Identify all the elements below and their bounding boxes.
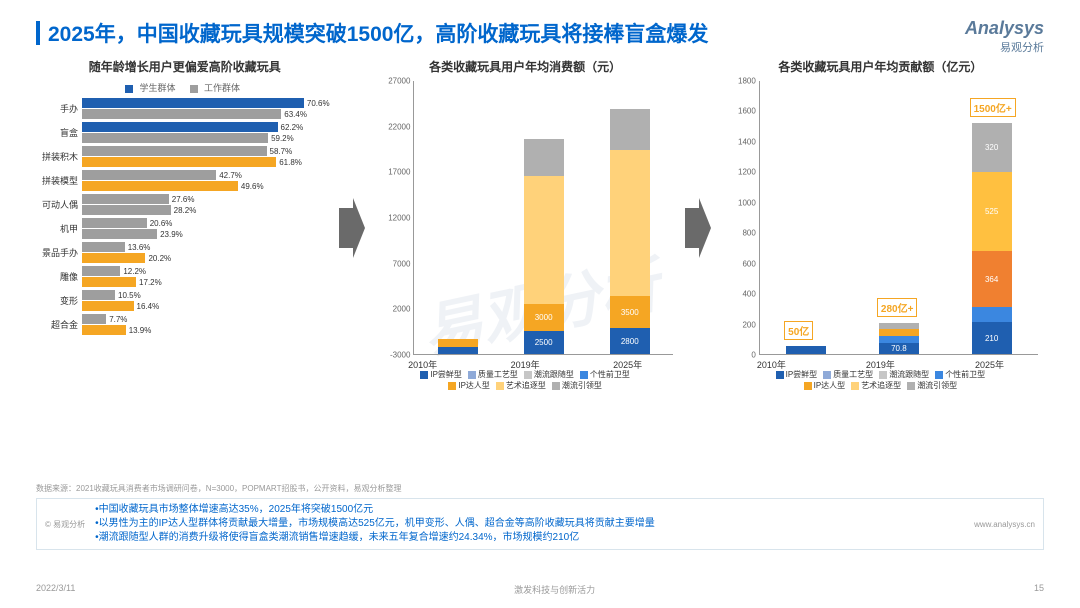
chart2-title: 各类收藏玩具用户年均消费额（元） <box>429 58 621 75</box>
footer-page: 15 <box>1034 583 1044 596</box>
slide-title: 2025年，中国收藏玩具规模突破1500亿，高阶收藏玩具将接棒盲盒爆发 <box>48 18 708 48</box>
bullets-box: © 易观分析 •中国收藏玩具市场整体增速高达35%，2025年将突破1500亿元… <box>36 498 1044 550</box>
callout: 1500亿+ <box>970 98 1016 117</box>
bullet: •潮流跟随型人群的消费升级将使得盲盒类潮流销售增速趋缓，未来五年复合增速约24.… <box>95 531 964 545</box>
hbar-row: 手办 70.6% 63.4% <box>36 98 333 119</box>
stacked-bar <box>786 346 826 354</box>
logo-sub: 易观分析 <box>965 39 1044 55</box>
stacked-bar <box>438 339 478 354</box>
bullet: •以男性为主的IP达人型群体将贡献最大增量，市场规模高达525亿元，机甲变形、人… <box>95 517 964 531</box>
chart3-title: 各类收藏玩具用户年均贡献额（亿元） <box>778 58 982 75</box>
stacked-bar: 70.8 <box>879 323 919 354</box>
hbar-row: 机甲 20.6% 23.9% <box>36 218 333 239</box>
page-footer: 2022/3/11 激发科技与创新活力 15 <box>36 583 1044 596</box>
logo-main: Analysys <box>965 18 1044 39</box>
slide: 易观分析 2025年，中国收藏玩具规模突破1500亿，高阶收藏玩具将接棒盲盒爆发… <box>0 0 1080 608</box>
callout: 50亿 <box>784 321 813 340</box>
copyright: © 易观分析 <box>45 519 85 530</box>
hbar-row: 变形 10.5% 16.4% <box>36 290 333 311</box>
charts-row: 随年龄增长用户更偏爱高阶收藏玩具 学生群体 工作群体 手办 70.6% 63.4… <box>36 58 1044 438</box>
chart1-title: 随年龄增长用户更偏爱高阶收藏玩具 <box>89 58 281 75</box>
title-accent <box>36 21 40 45</box>
hbar-row: 可动人偶 27.6% 28.2% <box>36 194 333 215</box>
callout: 280亿+ <box>877 298 918 317</box>
stacked-bar: 25003000 <box>524 139 564 354</box>
data-source: 数据来源：2021收藏玩具消费者市场调研问卷，N=3000，POPMART招股书… <box>36 483 1044 494</box>
chart1-legend: 学生群体 工作群体 <box>36 81 333 94</box>
hbar-row: 雕像 12.2% 17.2% <box>36 266 333 287</box>
stacked-bar: 210364525320 <box>972 123 1012 354</box>
title-bar: 2025年，中国收藏玩具规模突破1500亿，高阶收藏玩具将接棒盲盒爆发 <box>36 18 1044 48</box>
hbar-row: 景品手办 13.6% 20.2% <box>36 242 333 263</box>
chart3: 各类收藏玩具用户年均贡献额（亿元） 0200400600800100012001… <box>717 58 1044 391</box>
stacked-bar: 28003500 <box>610 109 650 354</box>
arrow-icon <box>685 58 711 398</box>
footer-center: 激发科技与创新活力 <box>514 583 595 596</box>
hbar-row: 拼装积木 58.7% 61.8% <box>36 146 333 167</box>
footer-block: 数据来源：2021收藏玩具消费者市场调研问卷，N=3000，POPMART招股书… <box>36 483 1044 550</box>
hbar-row: 拼装模型 42.7% 49.6% <box>36 170 333 191</box>
logo: Analysys 易观分析 <box>965 18 1044 55</box>
chart1: 随年龄增长用户更偏爱高阶收藏玩具 学生群体 工作群体 手办 70.6% 63.4… <box>36 58 333 338</box>
hbar-row: 超合金 7.7% 13.9% <box>36 314 333 335</box>
arrow-icon <box>339 58 365 398</box>
bullet: •中国收藏玩具市场整体增速高达35%，2025年将突破1500亿元 <box>95 503 964 517</box>
footer-date: 2022/3/11 <box>36 583 75 596</box>
chart2: 各类收藏玩具用户年均消费额（元） -3000200070001200017000… <box>371 58 678 391</box>
hbar-row: 盲盒 62.2% 59.2% <box>36 122 333 143</box>
url: www.analysys.cn <box>974 520 1035 529</box>
